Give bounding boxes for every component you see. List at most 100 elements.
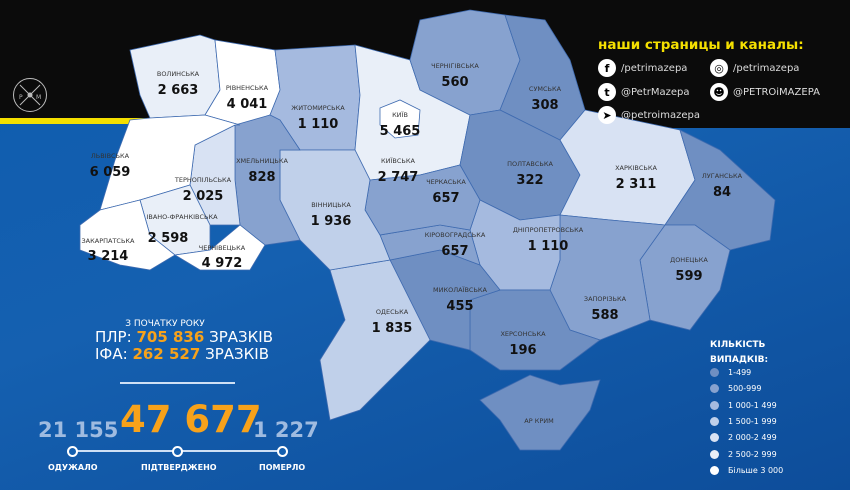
- region-14: [479, 374, 601, 451]
- region-name: ПОЛТАВСЬКА: [507, 160, 553, 168]
- facebook-handle: /petrimazepa: [621, 62, 688, 74]
- region-value: 3 214: [88, 249, 129, 264]
- legend-title-2: ВИПАДКІВ:: [710, 355, 769, 365]
- region-value: 2 598: [148, 231, 189, 246]
- region-value: 1 835: [372, 321, 413, 336]
- died-count: 1 227: [253, 418, 319, 442]
- region-name: МИКОЛАЇВСЬКА: [433, 285, 488, 294]
- region-value: 6 059: [90, 165, 131, 180]
- ifa-value: 262 527: [132, 345, 201, 363]
- region-value: 828: [248, 170, 275, 185]
- facebook-icon: f: [598, 59, 616, 77]
- legend-label: 1 500-1 999: [728, 416, 777, 426]
- svg-text:M: M: [36, 94, 41, 101]
- svg-text:P: P: [19, 94, 23, 101]
- legend-item: 1-499: [710, 368, 751, 377]
- instagram-link[interactable]: ◎ /petrimazepa: [710, 59, 799, 77]
- region-name: ІВАНО-ФРАНКІВСЬКА: [146, 213, 218, 221]
- yellow-stripe: [0, 118, 148, 124]
- social-title: наши страницы и каналы:: [598, 37, 804, 53]
- legend-swatch-icon: [710, 449, 719, 459]
- legend-label: Більше 3 000: [728, 465, 784, 475]
- legend-label: 2 000-2 499: [728, 433, 777, 443]
- region-name: ЗАПОРІЗЬКА: [584, 295, 627, 303]
- legend-label: 500-999: [728, 384, 762, 394]
- region-value: 322: [516, 173, 543, 188]
- region-name: РІВНЕНСЬКА: [226, 84, 269, 92]
- confirmed-dot: [172, 446, 183, 457]
- recovered-dot: [67, 446, 78, 457]
- region-value: 455: [446, 299, 473, 314]
- telegram-icon: ➤: [598, 106, 616, 124]
- region-value: 2 025: [183, 189, 224, 204]
- legend-title-1: КІЛЬКІСТЬ: [710, 340, 766, 350]
- region-value: 2 311: [616, 177, 657, 192]
- legend-label: 1-499: [728, 368, 752, 377]
- legend-swatch-icon: [710, 416, 719, 426]
- twitter-icon: t: [598, 83, 616, 101]
- region-name: ДОНЕЦЬКА: [670, 256, 708, 264]
- region-value: 657: [441, 244, 468, 259]
- region-name: КИЇВ: [392, 110, 408, 119]
- region-name: ЧЕРНІГІВСЬКА: [431, 62, 479, 70]
- region-value: 4 041: [227, 97, 268, 112]
- legend-item: Більше 3 000: [710, 465, 784, 475]
- region-value: 1 110: [298, 117, 339, 132]
- region-name: КІРОВОГРАДСЬКА: [425, 231, 486, 239]
- region-value: 560: [441, 75, 468, 90]
- region-value: 308: [531, 98, 558, 113]
- legend-swatch-icon: [710, 465, 719, 475]
- legend-item: 2 500-2 999: [710, 449, 777, 459]
- ifa-unit: ЗРАЗКІВ: [205, 345, 269, 363]
- legend-title: КІЛЬКІСТЬ ВИПАДКІВ:: [710, 338, 768, 368]
- confirmed-count: 47 677: [120, 398, 262, 441]
- since-year-label: З ПОЧАТКУ РОКУ: [125, 319, 205, 329]
- region-name: ЛУГАНСЬКА: [702, 172, 743, 180]
- reddit-handle: @PETROiMAZEPA: [733, 86, 820, 98]
- region-value: 84: [713, 185, 731, 200]
- region-16: [319, 259, 431, 421]
- reddit-link[interactable]: ☻ @PETROiMAZEPA: [710, 83, 820, 101]
- region-value: 196: [509, 343, 536, 358]
- region-name: ТЕРНОПІЛЬСЬКА: [174, 176, 232, 184]
- region-value: 588: [591, 308, 618, 323]
- region-name: ЗАКАРПАТСЬКА: [82, 237, 136, 245]
- region-value: 1 110: [528, 239, 569, 254]
- region-name: ЖИТОМИРСЬКА: [291, 104, 345, 112]
- region-name: ХЕРСОНСЬКА: [500, 330, 546, 338]
- legend-swatch-icon: [710, 384, 719, 394]
- region-4: [379, 99, 421, 139]
- region-value: 2 747: [378, 170, 419, 185]
- legend-label: 2 500-2 999: [728, 449, 777, 459]
- region-name: ЛЬВІВСЬКА: [91, 152, 130, 160]
- died-label: ПОМЕРЛО: [259, 463, 306, 472]
- pcr-unit: ЗРАЗКІВ: [209, 328, 273, 346]
- region-value: 599: [675, 269, 702, 284]
- telegram-link[interactable]: ➤ @petroimazepa: [598, 106, 700, 124]
- region-value: 1 936: [311, 214, 352, 229]
- region-value: 657: [432, 191, 459, 206]
- region-name: АР КРИМ: [524, 417, 553, 425]
- ifa-label: ІФА:: [95, 345, 128, 363]
- legend-label: 1 000-1 499: [728, 400, 777, 410]
- region-name: ЧЕРНІВЕЦЬКА: [199, 244, 246, 252]
- twitter-link[interactable]: t @PetrMazepa: [598, 83, 690, 101]
- legend-item: 500-999: [710, 384, 762, 394]
- legend-item: 1 500-1 999: [710, 416, 777, 426]
- region-name: ДНІПРОПЕТРОВСЬКА: [513, 226, 584, 234]
- region-name: КИЇВСЬКА: [381, 156, 415, 165]
- facebook-link[interactable]: f/petrimazepa: [598, 59, 687, 77]
- pcr-line: ПЛР: 705 836 ЗРАЗКІВ: [95, 328, 335, 346]
- recovered-count: 21 155: [38, 418, 119, 442]
- twitter-handle: @PetrMazepa: [621, 86, 690, 98]
- region-name: СУМСЬКА: [529, 85, 562, 93]
- instagram-icon: ◎: [710, 59, 728, 77]
- region-name: ХМЕЛЬНИЦЬКА: [236, 157, 288, 165]
- reddit-icon: ☻: [710, 83, 728, 101]
- pcr-label: ПЛР:: [95, 328, 132, 346]
- legend-item: 1 000-1 499: [710, 400, 777, 410]
- legend-swatch-icon: [710, 400, 719, 410]
